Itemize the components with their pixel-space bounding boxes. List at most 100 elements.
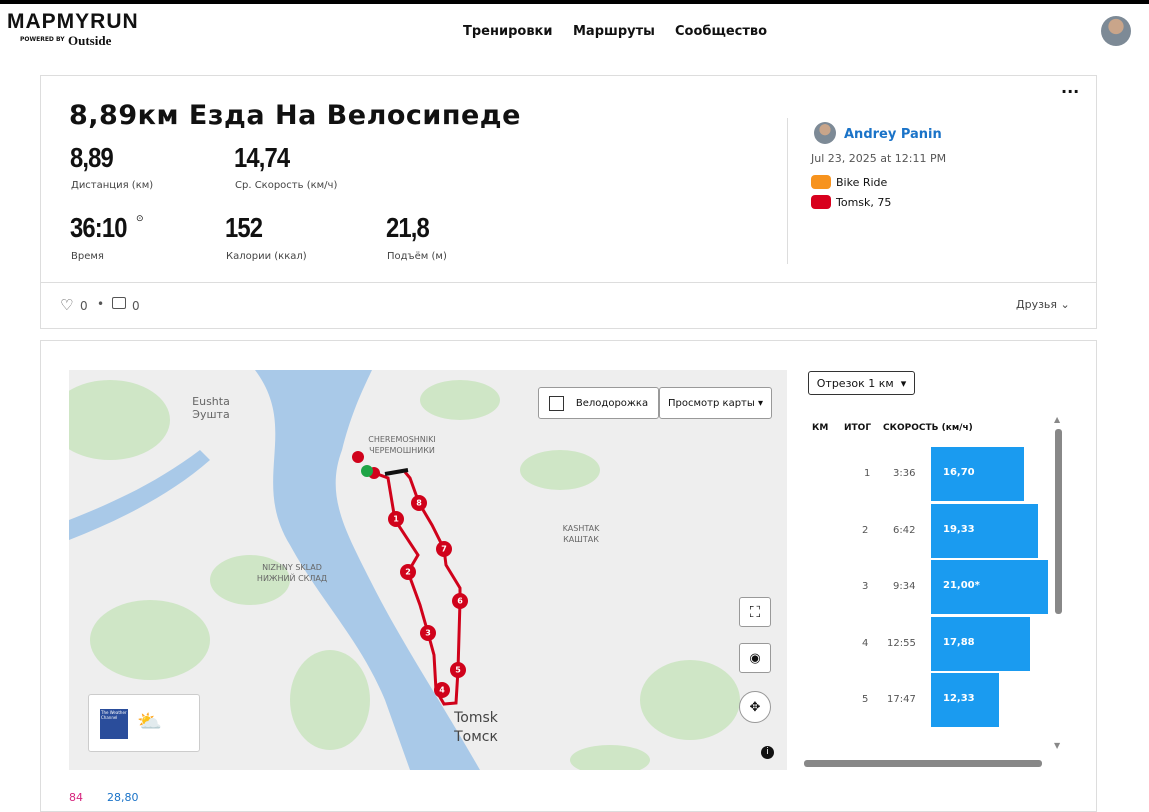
like-count: 0 xyxy=(80,299,88,313)
split-speed: 16,70 xyxy=(943,467,975,478)
like-button[interactable]: ♡ xyxy=(60,296,74,314)
logo[interactable]: MAPMYRUN xyxy=(7,10,139,33)
weather-logo: The Weather Channel xyxy=(100,709,128,739)
km-marker: 3 xyxy=(425,629,431,638)
privacy-selector[interactable]: Друзья ⌄ xyxy=(1016,298,1070,311)
scroll-down[interactable]: ▼ xyxy=(1054,741,1061,750)
workout-title: 8,89км Езда На Велосипеде xyxy=(69,100,521,131)
activity-icon xyxy=(811,175,831,189)
weather-widget: The Weather Channel ⛅ xyxy=(88,694,200,752)
avatar[interactable] xyxy=(1101,16,1131,46)
nav-link[interactable]: Сообщество xyxy=(675,24,768,39)
km-markers: 1 2 3 4 5 6 7 8 xyxy=(388,495,468,698)
split-header: ИТОГ xyxy=(844,423,872,433)
km-marker: 4 xyxy=(439,686,445,695)
location-icon xyxy=(811,195,831,209)
parks xyxy=(69,380,740,770)
map-label: Tomsk xyxy=(453,710,499,726)
footer-stat: 84 xyxy=(69,791,83,804)
user-name[interactable]: Andrey Panin xyxy=(844,127,942,142)
map-label: Томск xyxy=(453,729,498,745)
powered-by: POWERED BY xyxy=(20,36,65,43)
km-marker: 1 xyxy=(393,515,399,524)
split-selector[interactable]: Отрезок 1 км ▾ xyxy=(808,371,915,395)
split-selector-label: Отрезок 1 км xyxy=(816,376,894,390)
map-view-button[interactable]: Просмотр карты ▾ xyxy=(659,387,772,419)
pan-button[interactable]: ✥ xyxy=(739,691,771,723)
stat-label: Ср. Скорость (км/ч) xyxy=(235,180,338,191)
split-km: 5 xyxy=(862,694,869,705)
bike-lanes-label: Велодорожка xyxy=(575,397,649,409)
km-marker: 5 xyxy=(455,666,461,675)
route xyxy=(371,470,462,706)
map-label: КАШТАК xyxy=(563,535,599,544)
split-speed: 19,33 xyxy=(943,523,975,535)
split-km: 1 xyxy=(864,468,871,479)
map-labels: Eushta Эушта CHEREMOSHNIKI ЧЕРЕМОШНИКИ K… xyxy=(192,395,600,745)
splits-table: 1 3:36 16,70 2 6:42 19,33 3 9:34 21,00* 4 12:55 17,… xyxy=(801,447,1056,757)
h-scrollbar[interactable] xyxy=(804,760,1042,767)
split-header: СКОРОСТЬ (км/ч) xyxy=(883,423,973,433)
km-marker: 8 xyxy=(416,499,422,508)
nav-link[interactable]: Тренировки xyxy=(463,24,553,39)
map-label: НИЖНИЙ СКЛАД xyxy=(257,572,327,583)
location: Tomsk, 75 xyxy=(836,196,892,209)
stat-value: 8,89 xyxy=(70,142,114,173)
split-time: 9:34 xyxy=(893,581,916,592)
activity: Bike Ride xyxy=(836,176,888,189)
top-bar xyxy=(0,0,1149,4)
map-label: KASHTAK xyxy=(563,524,600,533)
channel xyxy=(69,450,210,540)
user-avatar[interactable] xyxy=(814,122,836,144)
stat-value: 21,8 xyxy=(386,212,430,243)
scroll-up[interactable]: ▲ xyxy=(1054,415,1061,424)
map-label: ЧЕРЕМОШНИКИ xyxy=(369,446,435,455)
scrollbar[interactable] xyxy=(1055,429,1062,614)
divider xyxy=(41,282,1096,283)
nav-link[interactable]: Маршруты xyxy=(573,24,655,39)
separator: • xyxy=(97,297,105,311)
map-view-label: Просмотр карты xyxy=(668,397,755,409)
stat-value: 14,74 xyxy=(234,142,290,173)
stat-value: 152 xyxy=(225,212,263,243)
split-time: 12:55 xyxy=(887,637,916,649)
km-marker: 6 xyxy=(457,597,463,606)
split-bar xyxy=(931,616,1031,671)
split-speed: 17,88 xyxy=(943,636,975,648)
split-speed: 21,00* xyxy=(943,580,980,591)
brand: Outside xyxy=(68,33,112,48)
comment-button[interactable] xyxy=(112,297,126,309)
split-bar xyxy=(931,503,1039,558)
map-label: Eushta xyxy=(192,395,230,408)
split-bar xyxy=(931,673,1000,727)
split-bar xyxy=(931,447,1024,501)
fullscreen-button[interactable]: ⛶ xyxy=(739,597,771,627)
comment-count: 0 xyxy=(132,299,140,313)
stat-label: Дистанция (км) xyxy=(71,180,154,191)
bike-lanes-toggle[interactable]: Велодорожка xyxy=(538,387,659,419)
map-card: Eushta Эушта CHEREMOSHNIKI ЧЕРЕМОШНИКИ K… xyxy=(40,340,1097,812)
privacy: Друзья xyxy=(1016,298,1058,311)
info-icon[interactable]: ⊙ xyxy=(136,214,144,224)
km-marker: 2 xyxy=(405,568,411,577)
more-menu[interactable]: ··· xyxy=(1061,82,1080,101)
center-button[interactable]: ◉ xyxy=(739,643,771,673)
split-km: 4 xyxy=(862,637,869,649)
stat-label: Время xyxy=(71,251,104,262)
split-bar xyxy=(931,560,1048,614)
stat-label: Подъём (м) xyxy=(387,251,447,262)
date: Jul 23, 2025 at 12:11 PM xyxy=(811,152,947,165)
info-button[interactable]: i xyxy=(761,746,774,759)
split-speed: 12,33 xyxy=(943,693,975,704)
river xyxy=(255,370,480,770)
split-km: 3 xyxy=(862,581,869,592)
km-marker: 7 xyxy=(441,545,447,554)
map-label: CHEREMOSHNIKI xyxy=(368,435,436,444)
footer-stat: 28,80 xyxy=(107,791,139,804)
split-header: КМ xyxy=(812,423,829,433)
divider xyxy=(787,118,788,264)
workout-card: 8,89км Езда На Велосипеде ··· 8,89 Диста… xyxy=(40,75,1097,329)
split-time: 3:36 xyxy=(893,468,916,479)
split-time: 6:42 xyxy=(893,524,916,536)
